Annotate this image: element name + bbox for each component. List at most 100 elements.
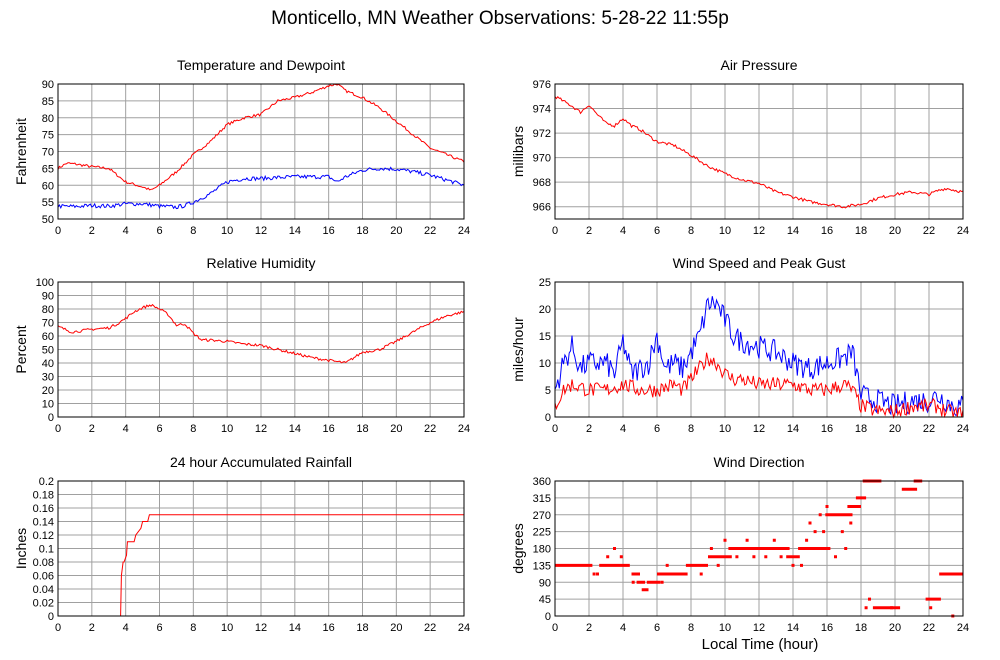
- relative-humidity-ytick-label: 80: [42, 304, 54, 316]
- temperature-and-dewpoint-xtick-label: 22: [424, 225, 436, 237]
- wind-direction-ytick-label: 90: [539, 577, 551, 589]
- wind-direction-xtick-label: 6: [654, 622, 660, 634]
- wind-direction-point: [818, 513, 822, 517]
- wind-speed-and-peak-gust-xtick-label: 24: [957, 423, 969, 435]
- 24-hour-accumulated-rainfall-ytick-label: 0.08: [33, 557, 54, 569]
- wind-direction-point: [709, 547, 713, 550]
- temperature-and-dewpoint-ytick-label: 65: [42, 163, 54, 175]
- wind-direction-ytick-label: 270: [533, 510, 551, 522]
- relative-humidity-ytick-label: 90: [42, 291, 54, 303]
- 24-hour-accumulated-rainfall-xtick-label: 8: [190, 622, 196, 634]
- wind-speed-and-peak-gust-xtick-label: 12: [753, 423, 765, 435]
- air-pressure-xtick-label: 24: [957, 225, 969, 237]
- wind-direction-xtick-label: 12: [753, 622, 765, 634]
- wind-direction-point: [596, 572, 599, 576]
- wind-speed-and-peak-gust-ytick-label: 15: [539, 331, 551, 343]
- relative-humidity-ytick-label: 100: [36, 277, 54, 289]
- wind-speed-and-peak-gust-xtick-label: 2: [586, 423, 592, 435]
- wind-direction-xtick-label: 24: [957, 622, 969, 634]
- wind-direction-title: Wind Direction: [713, 454, 804, 470]
- x-axis-label: Local Time (hour): [701, 636, 819, 653]
- wind-direction-point: [735, 555, 739, 559]
- temperature-and-dewpoint-xtick-label: 14: [289, 225, 301, 237]
- air-pressure-ytick-label: 968: [533, 177, 551, 189]
- wind-direction-point: [619, 555, 623, 559]
- wind-speed-and-peak-gust-series-0-line: [554, 296, 964, 417]
- relative-humidity-ytick-label: 10: [42, 399, 54, 411]
- relative-humidity-xtick-label: 2: [89, 423, 95, 435]
- 24-hour-accumulated-rainfall-xtick-label: 2: [89, 622, 95, 634]
- wind-direction-point: [791, 563, 795, 567]
- wind-speed-and-peak-gust-xtick-label: 14: [787, 423, 799, 435]
- temperature-and-dewpoint-xtick-label: 6: [156, 225, 162, 237]
- relative-humidity-xtick-label: 12: [255, 423, 267, 435]
- air-pressure-xtick-label: 8: [688, 225, 694, 237]
- 24-hour-accumulated-rainfall-xtick-label: 4: [123, 622, 129, 634]
- relative-humidity-series-0-line: [57, 303, 465, 364]
- wind-direction-ytick-label: 225: [533, 527, 551, 539]
- temperature-and-dewpoint-ytick-label: 90: [42, 79, 54, 91]
- wind-direction-point: [613, 547, 616, 550]
- air-pressure-xtick-label: 10: [719, 225, 731, 237]
- air-pressure-xtick-label: 18: [855, 225, 867, 237]
- relative-humidity-title: Relative Humidity: [207, 255, 316, 271]
- wind-direction-ytick-label: 0: [545, 611, 551, 623]
- 24-hour-accumulated-rainfall-xtick-label: 0: [55, 622, 61, 634]
- wind-direction-point: [822, 530, 826, 534]
- 24-hour-accumulated-rainfall-xtick-label: 18: [356, 622, 368, 634]
- wind-direction-ytick-label: 360: [533, 476, 551, 488]
- temperature-and-dewpoint-ytick-label: 70: [42, 147, 54, 159]
- wind-direction-point: [745, 538, 749, 542]
- relative-humidity-xtick-label: 20: [390, 423, 402, 435]
- wind-direction-ytick-label: 180: [533, 544, 551, 556]
- relative-humidity-xtick-label: 0: [55, 423, 61, 435]
- wind-direction-point: [699, 572, 703, 576]
- wind-direction-point: [840, 530, 844, 534]
- wind-direction-point: [890, 606, 894, 610]
- 24-hour-accumulated-rainfall-ytick-label: 0: [48, 611, 54, 623]
- 24-hour-accumulated-rainfall-xtick-label: 16: [323, 622, 335, 634]
- wind-direction-xtick-label: 10: [719, 622, 731, 634]
- wind-speed-and-peak-gust-series-1-line: [554, 352, 964, 419]
- wind-direction-xtick-label: 0: [552, 622, 558, 634]
- air-pressure-ytick-label: 966: [533, 202, 551, 214]
- 24-hour-accumulated-rainfall-ytick-label: 0.04: [33, 584, 54, 596]
- temperature-and-dewpoint-ytick-label: 80: [42, 113, 54, 125]
- 24-hour-accumulated-rainfall-title: 24 hour Accumulated Rainfall: [170, 454, 352, 470]
- wind-speed-and-peak-gust-ytick-label: 5: [545, 385, 551, 397]
- 24-hour-accumulated-rainfall-xtick-label: 6: [156, 622, 162, 634]
- 24-hour-accumulated-rainfall-xtick-label: 20: [390, 622, 402, 634]
- wind-direction-point: [808, 521, 812, 525]
- air-pressure-xtick-label: 16: [821, 225, 833, 237]
- 24-hour-accumulated-rainfall-ylabel: Inches: [13, 528, 29, 569]
- wind-speed-and-peak-gust-title: Wind Speed and Peak Gust: [673, 255, 846, 271]
- temperature-and-dewpoint-xtick-label: 24: [458, 225, 470, 237]
- relative-humidity-xtick-label: 24: [458, 423, 470, 435]
- wind-speed-and-peak-gust-xtick-label: 22: [923, 423, 935, 435]
- relative-humidity-ytick-label: 0: [48, 412, 54, 424]
- relative-humidity-ytick-label: 30: [42, 372, 54, 384]
- wind-direction-xtick-label: 2: [586, 622, 592, 634]
- air-pressure-ytick-label: 974: [533, 104, 551, 116]
- air-pressure-title: Air Pressure: [720, 57, 797, 73]
- relative-humidity-frame: [57, 281, 465, 418]
- wind-speed-and-peak-gust-ytick-label: 25: [539, 277, 551, 289]
- 24-hour-accumulated-rainfall-frame: [57, 480, 465, 617]
- temperature-and-dewpoint-series-0-line: [57, 83, 465, 191]
- air-pressure-xtick-label: 20: [889, 225, 901, 237]
- air-pressure-xtick-label: 22: [923, 225, 935, 237]
- air-pressure-ytick-label: 970: [533, 153, 551, 165]
- temperature-and-dewpoint-xtick-label: 4: [123, 225, 129, 237]
- 24-hour-accumulated-rainfall-xtick-label: 10: [221, 622, 233, 634]
- wind-speed-and-peak-gust-xtick-label: 8: [688, 423, 694, 435]
- air-pressure-xtick-label: 6: [654, 225, 660, 237]
- page-title: Monticello, MN Weather Observations: 5-2…: [271, 8, 729, 29]
- air-pressure-xtick-label: 14: [787, 225, 799, 237]
- temperature-and-dewpoint-xtick-label: 8: [190, 225, 196, 237]
- wind-speed-and-peak-gust-xtick-label: 0: [552, 423, 558, 435]
- air-pressure-xtick-label: 4: [620, 225, 626, 237]
- wind-direction-point: [834, 555, 837, 559]
